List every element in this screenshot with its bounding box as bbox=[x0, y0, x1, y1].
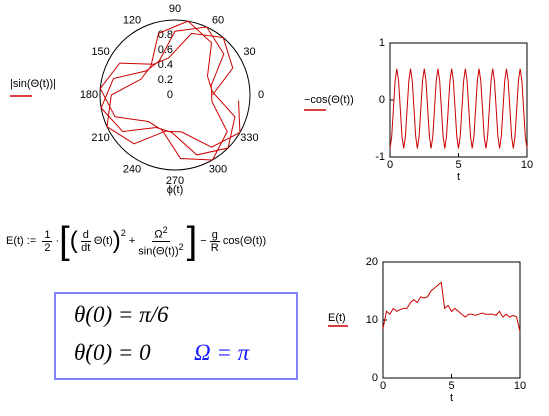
angle-tick-label: 120 bbox=[123, 14, 141, 26]
paren: ( bbox=[69, 227, 78, 254]
y-tick-label: -1 bbox=[375, 151, 385, 163]
y-tick-label: 0 bbox=[372, 372, 378, 384]
op: − bbox=[200, 235, 207, 247]
x-axis-label: t bbox=[450, 392, 453, 404]
num: d bbox=[80, 228, 91, 242]
polar-frame bbox=[99, 19, 251, 171]
plot-frame bbox=[389, 42, 528, 158]
term: Θ(t) bbox=[93, 235, 113, 247]
angle-tick-label: 150 bbox=[91, 46, 109, 58]
r-tick-label: 0.4 bbox=[158, 59, 173, 71]
fraction: Ω2 sin(Θ(t))2 bbox=[138, 225, 183, 257]
y-tick-label: 0 bbox=[379, 94, 385, 106]
angle-tick-label: 210 bbox=[91, 132, 109, 144]
angle-tick-label: 270 bbox=[166, 175, 184, 187]
den: R bbox=[210, 241, 219, 254]
num: g bbox=[209, 228, 220, 242]
den: 2 bbox=[44, 241, 51, 254]
x-tick-label: 0 bbox=[387, 159, 393, 171]
num: Ω2 bbox=[152, 224, 170, 242]
den: dt bbox=[81, 241, 91, 254]
x-axis-label: t bbox=[457, 171, 460, 183]
r-tick-label: 0.2 bbox=[158, 74, 173, 86]
angle-tick-label: 240 bbox=[123, 163, 141, 175]
angle-tick-label: 180 bbox=[80, 89, 98, 101]
data-line bbox=[389, 68, 528, 149]
den: sin(Θ(t))2 bbox=[138, 242, 183, 258]
y-tick-label: 20 bbox=[366, 256, 378, 268]
term: Ω bbox=[154, 228, 163, 241]
fraction: d dt bbox=[80, 228, 91, 254]
op: · bbox=[55, 235, 60, 247]
term: sin(Θ(t)) bbox=[138, 245, 179, 258]
parameter: Ω = π bbox=[194, 340, 250, 365]
y-axis-label: |sin(Θ(t))| bbox=[10, 78, 56, 90]
exponent: 2 bbox=[178, 241, 184, 252]
eq-lhs: E(t) := bbox=[6, 235, 37, 247]
plot-frame bbox=[382, 261, 521, 379]
term: cos(Θ(t)) bbox=[222, 235, 267, 247]
initial-conditions: θ(0) = π/6 θ̇(0) = 0 Ω = π bbox=[54, 292, 298, 380]
polar-curve bbox=[99, 20, 241, 161]
angle-tick-label: 60 bbox=[212, 14, 224, 26]
paren: ) bbox=[112, 227, 121, 254]
angle-tick-label: 90 bbox=[169, 3, 181, 15]
condition: θ̇(0) = 0 bbox=[74, 340, 151, 365]
angle-tick-label: 30 bbox=[243, 46, 255, 58]
x-axis-label: ϕ(t) bbox=[167, 184, 184, 196]
y-tick-label: 10 bbox=[366, 314, 378, 326]
x-tick-label: 10 bbox=[521, 159, 533, 171]
x-tick-label: 5 bbox=[448, 380, 454, 392]
r-tick-label: 0 bbox=[167, 89, 173, 101]
y-axis-label: −cos(Θ(t)) bbox=[304, 94, 354, 106]
bracket: ] bbox=[186, 220, 198, 262]
angle-tick-label: 330 bbox=[240, 132, 258, 144]
x-tick-label: 10 bbox=[514, 380, 526, 392]
angle-tick-label: 300 bbox=[209, 163, 227, 175]
angle-tick-label: 0 bbox=[258, 89, 264, 101]
condition: θ(0) = π/6 bbox=[74, 302, 169, 327]
x-tick-label: 0 bbox=[380, 380, 386, 392]
x-tick-label: 5 bbox=[455, 159, 461, 171]
y-tick-label: 1 bbox=[379, 37, 385, 49]
exponent: 2 bbox=[120, 228, 126, 238]
op: + bbox=[128, 235, 136, 247]
y-axis-label: E(t) bbox=[328, 312, 346, 324]
data-line bbox=[382, 281, 521, 332]
bracket: [ bbox=[59, 220, 70, 262]
num: 1 bbox=[42, 228, 53, 242]
exponent: 2 bbox=[162, 224, 168, 235]
